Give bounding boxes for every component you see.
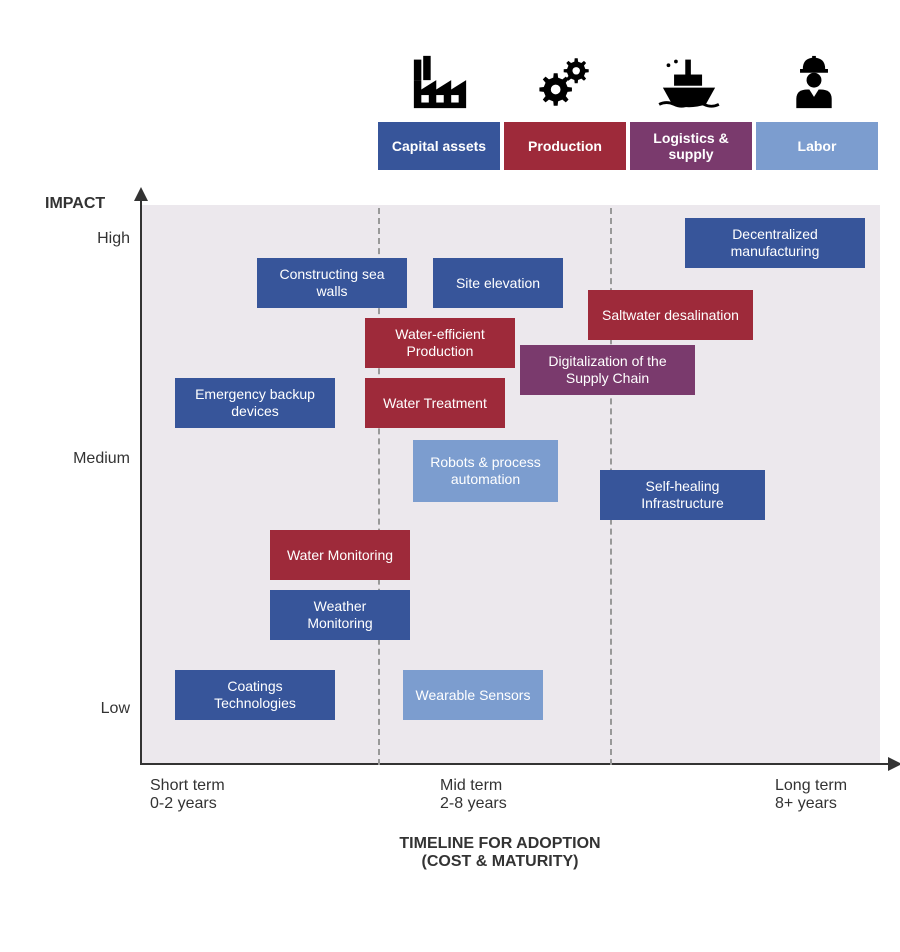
y-tick-label: High [97,230,130,248]
technology-node: Self-healing Infrastructure [600,470,765,520]
gears-icon [505,40,625,110]
legend-box: Labor [756,122,878,170]
x-tick-label: Mid term2-8 years [440,777,507,813]
y-tick-label: Medium [73,450,130,468]
worker-icon [754,40,874,110]
factory-icon [380,40,500,110]
technology-node: Wearable Sensors [403,670,543,720]
x-axis-arrowhead [888,757,900,771]
technology-node: Emergency backup devices [175,378,335,428]
y-axis-line [140,195,142,765]
y-axis-arrowhead [134,187,148,201]
technology-node: Robots & process automation [413,440,558,502]
y-tick-label: Low [101,700,130,718]
legend-icons-row [378,40,876,110]
technology-node: Water Treatment [365,378,505,428]
technology-node: Water-efficient Production [365,318,515,368]
legend-box: Capital assets [378,122,500,170]
x-tick-label: Long term8+ years [775,777,847,813]
ship-icon [629,40,749,110]
technology-node: Saltwater desalination [588,290,753,340]
x-axis-line [140,763,890,765]
technology-node: Coatings Technologies [175,670,335,720]
technology-node: Weather Monitoring [270,590,410,640]
y-axis-title: IMPACT [45,195,105,213]
technology-node: Constructing sea walls [257,258,407,308]
technology-node: Site elevation [433,258,563,308]
technology-node: Water Monitoring [270,530,410,580]
technology-node: Decentralized manufacturing [685,218,865,268]
legend-box: Logistics & supply [630,122,752,170]
legend-box: Production [504,122,626,170]
legend-boxes-row: Capital assetsProductionLogistics & supp… [378,122,878,170]
x-tick-label: Short term0-2 years [150,777,225,813]
technology-node: Digitalization of the Supply Chain [520,345,695,395]
x-axis-title: TIMELINE FOR ADOPTION(COST & MATURITY) [320,835,680,871]
